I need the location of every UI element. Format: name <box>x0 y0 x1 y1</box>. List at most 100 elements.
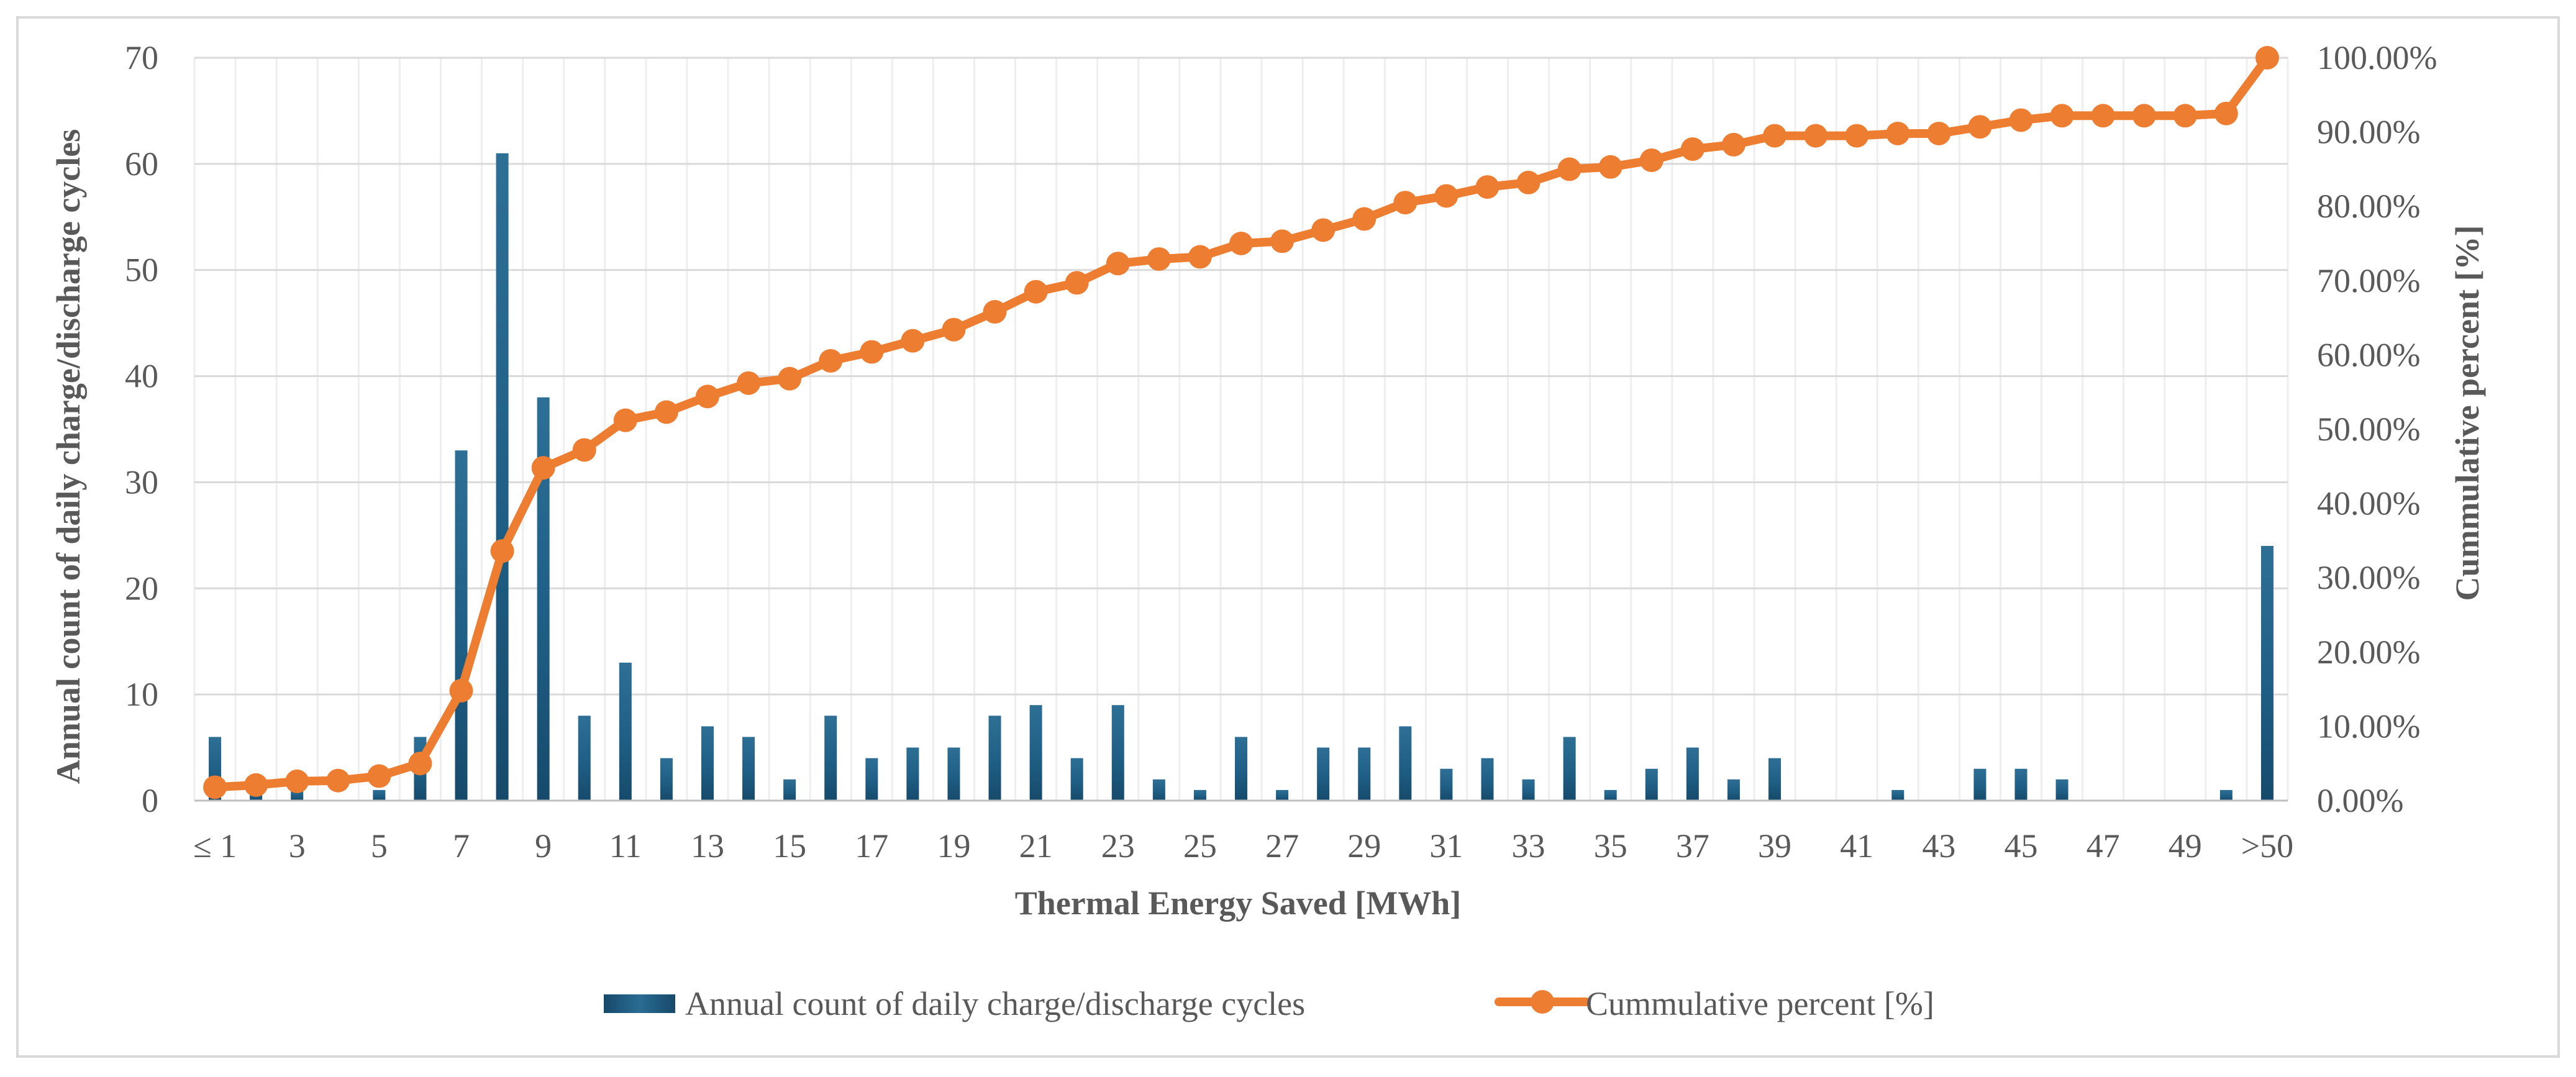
cumulative-point <box>2009 108 2033 132</box>
y2-tick-label: 60.00% <box>2317 336 2420 373</box>
cumulative-point <box>1229 232 1253 255</box>
bar <box>1152 779 1165 801</box>
bar <box>1358 747 1371 801</box>
cumulative-point <box>408 752 432 776</box>
cumulative-point <box>2255 46 2279 70</box>
bar <box>701 726 714 801</box>
y-tick-label: 0 <box>142 782 158 819</box>
cumulative-point <box>244 773 268 797</box>
bar <box>947 747 960 801</box>
x-tick-label: 33 <box>1512 827 1545 865</box>
cumulative-point <box>1434 184 1459 208</box>
bar <box>1604 789 1617 801</box>
y2-tick-label: 10.00% <box>2317 707 2420 745</box>
bar <box>1440 768 1453 801</box>
cumulative-point <box>2214 101 2238 125</box>
bar <box>1193 789 1206 801</box>
bar <box>1563 737 1576 801</box>
x-tick-label: 47 <box>2087 827 2120 865</box>
cumulative-point <box>1927 121 1951 145</box>
cumulative-point <box>2173 104 2197 128</box>
bar <box>1399 726 1412 801</box>
bar <box>2014 768 2028 801</box>
bar <box>496 153 509 801</box>
cumulative-point <box>819 348 843 373</box>
legend-label-bar: Annual count of daily charge/discharge c… <box>685 985 1305 1022</box>
bar <box>1029 705 1042 801</box>
x-tick-label: 35 <box>1594 827 1627 865</box>
x-tick-label: 21 <box>1019 827 1053 865</box>
cumulative-point <box>1352 207 1377 231</box>
axis-layer: 0 10 20 30 40 50 60 70 0.00% 10.00% 20.00% 30.00% 40… <box>125 39 2437 865</box>
legend-swatch-bar <box>604 994 675 1013</box>
cumulative-point <box>490 539 514 563</box>
bar <box>824 716 837 801</box>
cumulative-point <box>613 408 637 432</box>
bar <box>988 716 1001 801</box>
x-tick-label: 19 <box>937 827 970 865</box>
x-tick-label: 37 <box>1676 827 1709 865</box>
bar <box>1686 747 1699 801</box>
bar <box>906 747 919 801</box>
bar-layer <box>209 153 2273 801</box>
bar <box>2055 779 2069 801</box>
cumulative-point <box>778 366 802 391</box>
y2-tick-label: 0.00% <box>2317 782 2403 819</box>
cumulative-point <box>1024 279 1048 304</box>
cumulative-point <box>1639 148 1663 173</box>
x-tick-label: 27 <box>1265 827 1299 865</box>
cumulative-point <box>1598 155 1623 179</box>
bar <box>660 758 673 801</box>
x-tick-label: 13 <box>691 827 724 865</box>
cumulative-point <box>1804 124 1828 148</box>
cumulative-point <box>1065 271 1089 295</box>
cumulative-point <box>983 300 1007 324</box>
x-tick-label: 7 <box>453 827 470 865</box>
y2-tick-label: 100.00% <box>2317 39 2437 76</box>
legend: Annual count of daily charge/discharge c… <box>604 985 1934 1022</box>
cumulative-point <box>1680 137 1704 161</box>
y-tick-label: 40 <box>125 358 158 395</box>
cumulative-point <box>1557 157 1582 181</box>
grid-layer <box>193 57 2289 802</box>
x-tick-label: 11 <box>609 827 642 865</box>
cumulative-point <box>1516 170 1541 194</box>
bar <box>1522 779 1535 801</box>
cumulative-point <box>2091 104 2115 128</box>
x-axis-title: Thermal Energy Saved [MWh] <box>1015 884 1461 922</box>
cumulative-point <box>860 340 884 364</box>
x-tick-label: 5 <box>371 827 388 865</box>
bar <box>1111 705 1124 801</box>
x-tick-label: 31 <box>1429 827 1463 865</box>
x-tick-label: 29 <box>1347 827 1381 865</box>
cumulative-point <box>1311 218 1336 242</box>
cumulative-point <box>531 456 555 480</box>
x-tick-label: 41 <box>1840 827 1873 865</box>
cumulative-point <box>1845 124 1869 148</box>
x-tick-label: 15 <box>773 827 806 865</box>
bar <box>1727 779 1740 801</box>
bar <box>373 789 386 801</box>
cumulative-point <box>2050 104 2074 128</box>
bar <box>1891 789 1905 801</box>
bar <box>1276 789 1289 801</box>
y-tick-label: 70 <box>125 39 158 76</box>
bar <box>742 737 755 801</box>
bar <box>1070 758 1083 801</box>
cumulative-point <box>1106 252 1130 276</box>
bar <box>1235 737 1247 801</box>
bar <box>865 758 878 801</box>
cumulative-point <box>1188 245 1212 269</box>
bar <box>455 450 468 801</box>
y2-tick-label: 50.00% <box>2317 411 2420 448</box>
bar <box>619 662 632 801</box>
cumulative-point <box>1886 121 1910 145</box>
bar <box>1973 768 1987 801</box>
y2-tick-label: 90.00% <box>2317 114 2420 151</box>
bar <box>783 779 796 801</box>
cumulative-point <box>367 764 391 788</box>
y-tick-label: 50 <box>125 252 158 289</box>
cumulative-point <box>449 678 473 702</box>
